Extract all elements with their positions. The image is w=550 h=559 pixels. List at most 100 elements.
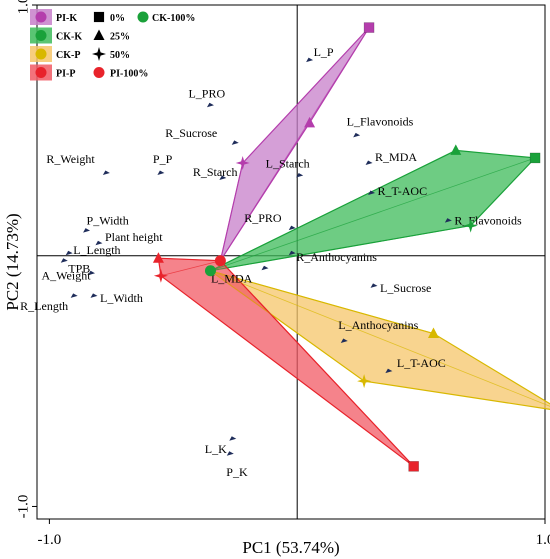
legend-marker-ck-k: [35, 30, 47, 41]
plot-frame: [36, 4, 546, 520]
loading-arrow: [288, 225, 296, 231]
loading-arrow: [88, 270, 96, 276]
ray-ck-k: [210, 225, 471, 272]
point-pi-k-25-: [304, 116, 316, 128]
legend-marker-ck-p: [35, 48, 47, 60]
ray-pi-p: [220, 260, 414, 467]
loading-arrow: [60, 258, 68, 263]
loading-label: R_PRO: [244, 211, 282, 225]
loading-label: A_Weight: [42, 268, 92, 282]
legend-marker-50-: [92, 47, 106, 61]
loading-label: Plant height: [105, 230, 163, 244]
x-axis-title: PC1 (53.74%): [242, 538, 339, 557]
loading-arrow: [229, 436, 237, 441]
ray-pi-p: [158, 257, 221, 262]
legend-label-50-: 50%: [110, 50, 130, 61]
loading-arrow: [368, 190, 376, 196]
loading-label: L_Flavonoids: [347, 114, 414, 128]
loading-arrow: [219, 175, 227, 181]
legend-label-pi-100-: PI-100%: [110, 69, 148, 80]
point-pi-k-0-: [363, 22, 375, 33]
loading-arrow: [226, 451, 234, 456]
loading-arrow: [444, 218, 452, 223]
legend-label-0-: 0%: [110, 13, 125, 24]
ray-ck-p: [210, 270, 365, 382]
x-tick-label: 1.0: [536, 532, 550, 548]
loading-arrow: [70, 293, 78, 298]
y-tick-label: 1.0: [15, 0, 31, 14]
loading-label: P_Width: [87, 214, 129, 228]
loading-label: P_P: [153, 152, 173, 166]
x-tick-label: -1.0: [38, 532, 62, 548]
group-points: [152, 22, 541, 472]
loading-label: R_Weight: [46, 152, 95, 166]
centroid-rays: [158, 27, 550, 467]
legend-label-25-: 25%: [110, 32, 130, 43]
point-ck-p-25-: [427, 327, 439, 338]
loading-arrow: [385, 368, 393, 374]
point-pi-k-50-: [235, 155, 250, 170]
loading-arrow: [83, 228, 91, 233]
loading-label: L_Length: [73, 243, 120, 257]
loading-arrow: [365, 160, 373, 165]
loading-label: R_T-AOC: [378, 184, 428, 198]
loading-arrow: [206, 102, 214, 108]
loading-label: L_Anthocyanins: [338, 318, 418, 332]
loading-label: R_MDA: [375, 150, 417, 164]
loading-arrow: [157, 170, 165, 175]
loading-arrow: [90, 293, 98, 298]
loading-arrow: [370, 283, 378, 288]
legend-marker-0-: [93, 11, 105, 23]
legend-marker-ck-100: [137, 11, 149, 23]
legend-marker-pi-100-: [93, 67, 105, 78]
legend: PI-K CK-K CK-P PI-P 0% 25% 50% PI-100% CK-100%: [30, 9, 195, 81]
loading-arrow: [65, 250, 73, 256]
axis-ticks: -1.0 1.0 1.0 -1.0: [15, 0, 550, 548]
legend-label-pi-k: PI-K: [56, 13, 77, 24]
legend-label-pi-p: PI-P: [56, 69, 75, 80]
point-pi-p-25-: [152, 252, 164, 263]
ray-ck-p: [210, 270, 434, 334]
point-ck-k-25-: [450, 144, 462, 155]
point-pi-p-100: [214, 255, 226, 267]
legend-label-ck-100: CK-100%: [152, 13, 195, 24]
loading-label: L_MDA: [211, 271, 253, 285]
legend-label-ck-k: CK-K: [56, 32, 82, 43]
loading-arrow: [231, 140, 239, 145]
loading-arrow: [95, 240, 103, 246]
legend-marker-pi-k: [35, 11, 47, 23]
legend-marker-pi-p: [35, 67, 47, 78]
ray-ck-p: [210, 270, 550, 407]
loading-arrow: [288, 250, 296, 256]
point-ck-100: [204, 265, 216, 277]
loading-label: P_K: [226, 465, 248, 479]
legend-label-ck-p: CK-P: [56, 50, 80, 61]
loading-label: L_Starch: [266, 156, 310, 170]
loading-arrow: [353, 132, 361, 138]
loading-label: L_Width: [100, 291, 143, 305]
legend-marker-25-: [93, 29, 105, 40]
loading-label: L_T-AOC: [397, 356, 446, 370]
ray-ck-k: [210, 157, 536, 272]
loading-label: L_PRO: [188, 86, 225, 100]
loading-arrow: [306, 57, 314, 63]
loading-label: TPB: [68, 262, 90, 276]
point-pi-p-50-: [153, 268, 168, 283]
ray-pi-k: [220, 122, 310, 261]
ray-pi-p: [160, 260, 221, 277]
y-tick-label: -1.0: [15, 495, 31, 519]
loading-label: L_Sucrose: [380, 281, 431, 295]
y-axis-title: PC2 (14.73%): [3, 213, 22, 310]
loading-arrow: [296, 172, 304, 178]
loading-label: R_Length: [20, 299, 68, 313]
loading-label: R_Sucrose: [165, 126, 217, 140]
loading-label: R_Anthocyanins: [296, 250, 377, 264]
loading-arrow: [102, 170, 110, 175]
ray-ck-k: [210, 150, 456, 272]
point-pi-p-0-: [408, 461, 419, 472]
point-ck-k-50-: [463, 218, 478, 233]
point-ck-k-0-: [529, 152, 541, 164]
point-ck-p-50-: [357, 374, 372, 389]
loading-label: L_P: [314, 45, 334, 59]
